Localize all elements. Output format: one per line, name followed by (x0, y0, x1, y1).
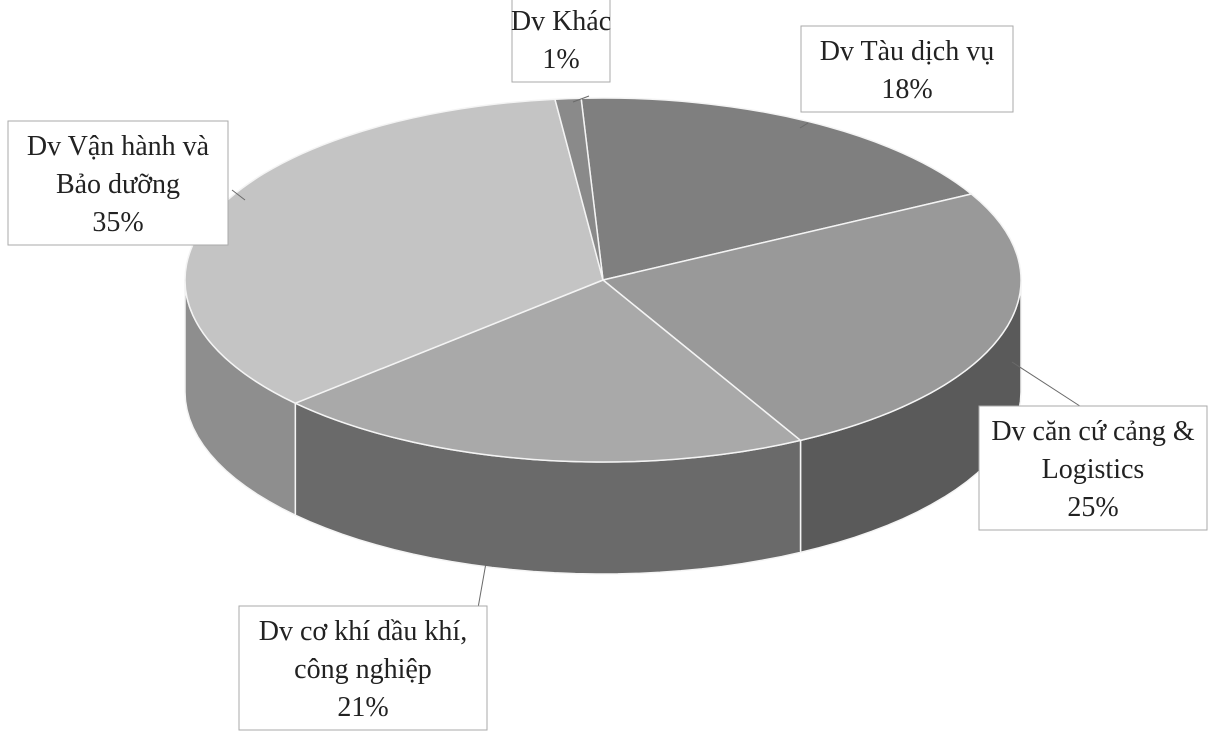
slice-label-dv-van-hanh-va: Dv Vận hành và Bảo dưỡng 35% (7, 120, 229, 246)
label-text: 25% (1067, 492, 1118, 523)
leader-line-dv-van-hanh-va (231, 189, 246, 201)
label-box (800, 25, 1014, 113)
label-box (7, 120, 229, 246)
slice-labels: Dv Tàu dịch vụ 18% Dv căn cứ cảng & Logisti… (7, 0, 1208, 731)
pie-slice-dv-tau-dich-vu (580, 97, 973, 281)
label-text: Logistics (1042, 454, 1145, 485)
slice-label-dv-co-khi-dau-khi: Dv cơ khí dầu khí, công nghiệp 21% (238, 605, 488, 731)
pie-slice-dv-can-cu-cang (602, 193, 1022, 442)
slice-label-dv-khac: Dv Khác 1% (511, 0, 611, 83)
leader-line-dv-can-cu-cang (1011, 361, 1087, 411)
pie-slice-dv-co-khi-dau-khi (294, 279, 802, 463)
label-text: Dv Khác (511, 6, 611, 37)
slice-label-dv-tau-dich-vu: Dv Tàu dịch vụ 18% (800, 25, 1014, 113)
pie-tops (184, 97, 1022, 463)
leader-line-dv-co-khi-dau-khi (477, 545, 490, 609)
label-text: công nghiệp (294, 654, 432, 685)
label-text: 21% (337, 692, 388, 723)
pie-slice-dv-khac (554, 97, 604, 281)
label-box (978, 405, 1208, 531)
slice-label-dv-can-cu-cang: Dv căn cứ cảng & Logistics 25% (978, 405, 1208, 531)
label-text: 18% (881, 74, 932, 105)
label-text: 1% (542, 44, 579, 75)
label-text: Dv Tàu dịch vụ (820, 36, 994, 67)
label-text: Dv cơ khí dầu khí, (259, 616, 467, 647)
label-text: Dv căn cứ cảng & (991, 416, 1195, 447)
label-box (511, 0, 611, 83)
leader-lines (231, 95, 1087, 609)
leader-line-dv-khac (572, 95, 590, 103)
label-text: Bảo dưỡng (56, 169, 180, 200)
label-box (238, 605, 488, 731)
leader-line-dv-tau-dich-vu (799, 122, 809, 129)
label-text: 35% (92, 207, 143, 238)
label-text: Dv Vận hành và (27, 131, 210, 162)
